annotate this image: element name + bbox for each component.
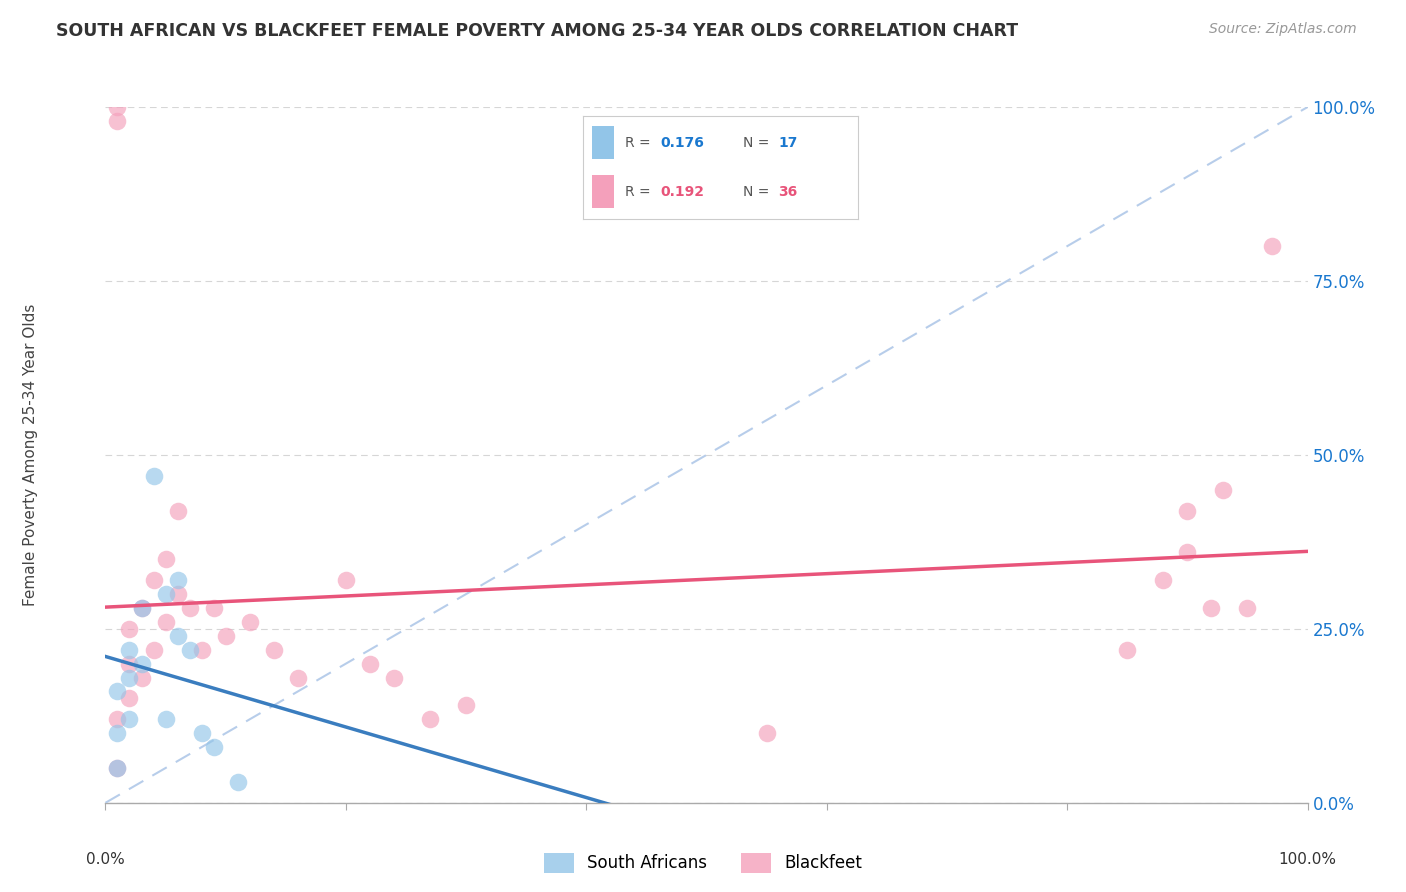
Point — [118, 691, 141, 706]
Point — [1260, 239, 1282, 253]
Point — [179, 601, 201, 615]
Point — [1212, 483, 1234, 497]
Point — [142, 468, 165, 483]
Point — [202, 601, 225, 615]
Point — [382, 671, 405, 685]
Point — [1201, 601, 1223, 615]
Point — [214, 629, 236, 643]
Bar — [592, 176, 613, 208]
Point — [155, 712, 177, 726]
Text: SOUTH AFRICAN VS BLACKFEET FEMALE POVERTY AMONG 25-34 YEAR OLDS CORRELATION CHAR: SOUTH AFRICAN VS BLACKFEET FEMALE POVERT… — [56, 22, 1018, 40]
Point — [131, 671, 153, 685]
Text: 0.176: 0.176 — [661, 136, 704, 150]
Point — [202, 740, 225, 755]
Point — [1152, 573, 1174, 587]
Point — [107, 712, 129, 726]
Point — [118, 657, 141, 671]
Text: 0.192: 0.192 — [661, 185, 704, 199]
Point — [179, 642, 201, 657]
Text: 100.0%: 100.0% — [1278, 852, 1337, 866]
Point — [359, 657, 381, 671]
Point — [107, 761, 129, 775]
Text: 17: 17 — [778, 136, 797, 150]
Text: Female Poverty Among 25-34 Year Olds: Female Poverty Among 25-34 Year Olds — [24, 304, 38, 606]
Point — [166, 587, 188, 601]
Legend: South Africans, Blackfeet: South Africans, Blackfeet — [537, 847, 869, 880]
Point — [155, 587, 177, 601]
Text: R =: R = — [624, 136, 655, 150]
Point — [263, 642, 285, 657]
Point — [419, 712, 441, 726]
Point — [107, 761, 129, 775]
Point — [166, 503, 188, 517]
Point — [142, 573, 165, 587]
Point — [155, 615, 177, 629]
Point — [166, 629, 188, 643]
Point — [335, 573, 357, 587]
Point — [131, 657, 153, 671]
Text: N =: N = — [742, 136, 773, 150]
Text: 0.0%: 0.0% — [86, 852, 125, 866]
Text: 36: 36 — [778, 185, 797, 199]
Point — [118, 712, 141, 726]
Point — [107, 684, 129, 698]
Point — [131, 601, 153, 615]
Point — [166, 573, 188, 587]
Point — [226, 775, 249, 789]
Point — [1236, 601, 1258, 615]
Point — [107, 100, 129, 114]
Point — [1116, 642, 1139, 657]
Point — [118, 642, 141, 657]
Text: Source: ZipAtlas.com: Source: ZipAtlas.com — [1209, 22, 1357, 37]
Point — [239, 615, 262, 629]
Point — [287, 671, 309, 685]
Text: R =: R = — [624, 185, 655, 199]
Point — [107, 114, 129, 128]
Point — [118, 622, 141, 636]
Point — [190, 726, 212, 740]
Point — [190, 642, 212, 657]
Point — [118, 671, 141, 685]
Text: N =: N = — [742, 185, 773, 199]
Point — [755, 726, 778, 740]
Point — [454, 698, 477, 713]
Point — [131, 601, 153, 615]
Point — [155, 552, 177, 566]
Point — [142, 642, 165, 657]
Point — [107, 726, 129, 740]
Point — [1175, 545, 1198, 559]
Bar — [592, 126, 613, 159]
Point — [1175, 503, 1198, 517]
